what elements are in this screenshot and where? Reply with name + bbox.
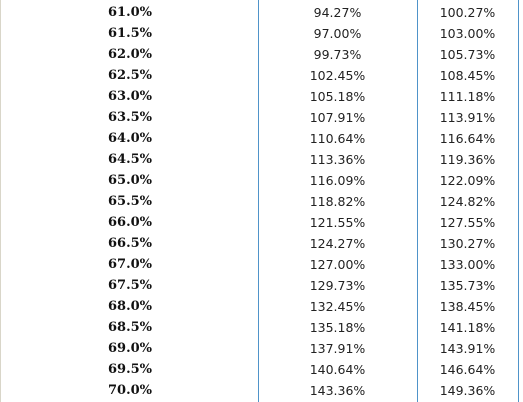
value-a-cell: 143.36%: [309, 383, 366, 398]
value-a-cell: 94.27%: [313, 5, 362, 20]
value-a-cell: 124.27%: [309, 236, 366, 251]
table-row: 62.0% 99.73% 105.73%: [0, 44, 518, 65]
table-row: 61.0% 94.27% 100.27%: [0, 2, 518, 23]
value-a-cell: 97.00%: [313, 26, 362, 41]
value-b-cell: 113.91%: [439, 110, 496, 125]
value-b-cell: 133.00%: [439, 257, 496, 272]
value-b-cell: 127.55%: [439, 215, 496, 230]
table-row: 64.5% 113.36% 119.36%: [0, 149, 518, 170]
value-a-cell: 105.18%: [309, 89, 366, 104]
table-row: 62.5% 102.45% 108.45%: [0, 65, 518, 86]
value-a-cell: 110.64%: [309, 131, 366, 146]
rate-cell: 67.5%: [108, 278, 153, 293]
value-b-cell: 124.82%: [439, 194, 496, 209]
value-a-cell: 137.91%: [309, 341, 366, 356]
table-row: 65.0% 116.09% 122.09%: [0, 170, 518, 191]
rate-cell: 65.0%: [108, 173, 153, 188]
value-b-cell: 116.64%: [439, 131, 496, 146]
column-divider: [518, 0, 519, 402]
value-b-cell: 135.73%: [439, 278, 496, 293]
rate-cell: 68.5%: [108, 320, 153, 335]
table-row: 63.0% 105.18% 111.18%: [0, 86, 518, 107]
value-b-cell: 111.18%: [439, 89, 496, 104]
value-b-cell: 103.00%: [439, 26, 496, 41]
value-b-cell: 138.45%: [439, 299, 496, 314]
value-a-cell: 113.36%: [309, 152, 366, 167]
table-row: 69.0% 137.91% 143.91%: [0, 338, 518, 359]
table-row: 66.5% 124.27% 130.27%: [0, 233, 518, 254]
value-a-cell: 135.18%: [309, 320, 366, 335]
value-a-cell: 116.09%: [309, 173, 366, 188]
value-b-cell: 108.45%: [439, 68, 496, 83]
value-a-cell: 118.82%: [309, 194, 366, 209]
value-b-cell: 146.64%: [439, 362, 496, 377]
table-row: 68.5% 135.18% 141.18%: [0, 317, 518, 338]
value-b-cell: 105.73%: [439, 47, 496, 62]
value-b-cell: 119.36%: [439, 152, 496, 167]
value-a-cell: 99.73%: [313, 47, 362, 62]
rate-cell: 65.5%: [108, 194, 153, 209]
page-left-edge: [0, 0, 1, 402]
table-row: 66.0% 121.55% 127.55%: [0, 212, 518, 233]
rate-cell: 63.5%: [108, 110, 153, 125]
table-row: 65.5% 118.82% 124.82%: [0, 191, 518, 212]
rate-cell: 68.0%: [108, 299, 153, 314]
table-row: 69.5% 140.64% 146.64%: [0, 359, 518, 380]
rate-cell: 66.0%: [108, 215, 153, 230]
column-divider: [258, 0, 259, 402]
rate-cell: 62.0%: [108, 47, 153, 62]
rate-cell: 66.5%: [108, 236, 153, 251]
rate-cell: 69.5%: [108, 362, 153, 377]
value-b-cell: 141.18%: [439, 320, 496, 335]
table-row: 64.0% 110.64% 116.64%: [0, 128, 518, 149]
rate-cell: 61.0%: [108, 5, 153, 20]
value-b-cell: 122.09%: [439, 173, 496, 188]
rate-cell: 63.0%: [108, 89, 153, 104]
value-a-cell: 102.45%: [309, 68, 366, 83]
table-row: 67.5% 129.73% 135.73%: [0, 275, 518, 296]
value-a-cell: 127.00%: [309, 257, 366, 272]
value-b-cell: 143.91%: [439, 341, 496, 356]
rate-cell: 64.5%: [108, 152, 153, 167]
rate-cell: 62.5%: [108, 68, 153, 83]
column-divider: [417, 0, 418, 402]
rate-cell: 67.0%: [108, 257, 153, 272]
table-row: 63.5% 107.91% 113.91%: [0, 107, 518, 128]
value-a-cell: 140.64%: [309, 362, 366, 377]
table-row: 70.0% 143.36% 149.36%: [0, 380, 518, 401]
table-row: 67.0% 127.00% 133.00%: [0, 254, 518, 275]
value-a-cell: 121.55%: [309, 215, 366, 230]
value-b-cell: 100.27%: [439, 5, 496, 20]
value-a-cell: 129.73%: [309, 278, 366, 293]
table-row: 68.0% 132.45% 138.45%: [0, 296, 518, 317]
rate-cell: 64.0%: [108, 131, 153, 146]
value-a-cell: 132.45%: [309, 299, 366, 314]
value-b-cell: 149.36%: [439, 383, 496, 398]
table-row: 61.5% 97.00% 103.00%: [0, 23, 518, 44]
rate-cell: 61.5%: [108, 26, 153, 41]
rate-cell: 69.0%: [108, 341, 153, 356]
value-b-cell: 130.27%: [439, 236, 496, 251]
rate-cell: 70.0%: [108, 383, 153, 398]
value-a-cell: 107.91%: [309, 110, 366, 125]
